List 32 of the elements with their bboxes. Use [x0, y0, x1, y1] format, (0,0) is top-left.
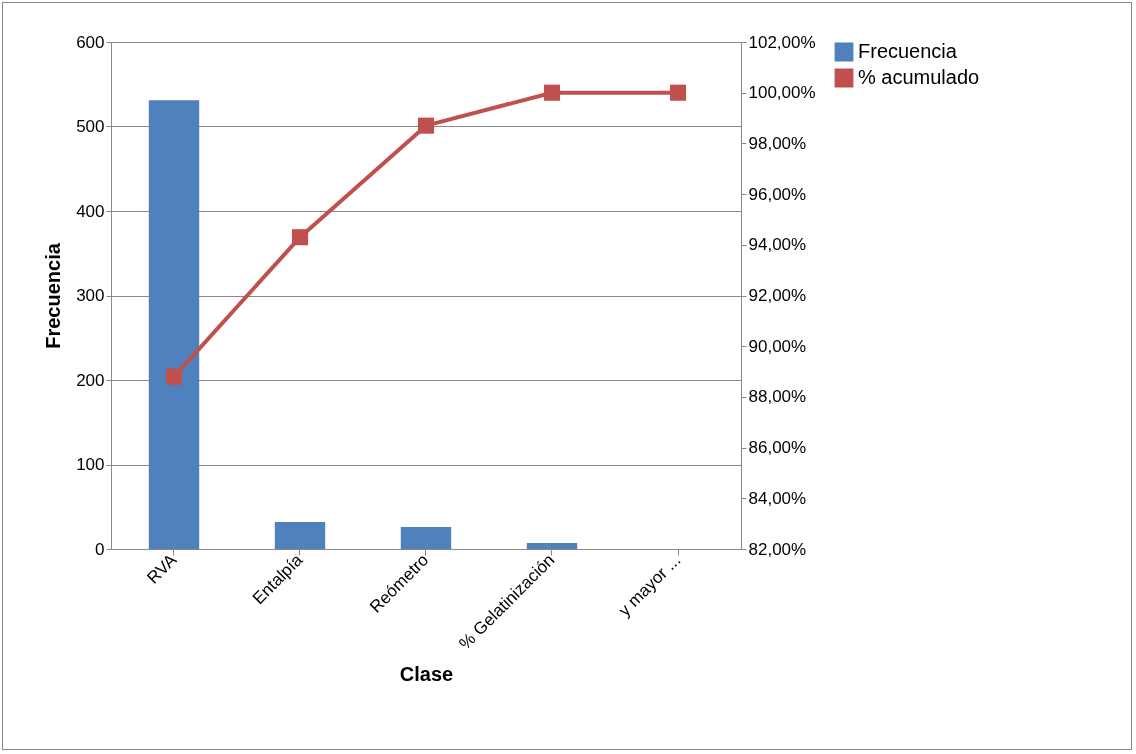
y2-tick-label: 90,00% — [748, 336, 807, 356]
y-tick-label: 100 — [76, 455, 105, 474]
y2-tick-label: 94,00% — [748, 235, 807, 255]
x-axis-title: Clase — [399, 662, 454, 685]
y-tick-label: 300 — [76, 286, 105, 305]
bar — [274, 521, 326, 549]
y2-tick-label: 84,00% — [748, 488, 807, 508]
point — [543, 84, 561, 101]
legend-label: % acumulado — [858, 66, 980, 88]
y2-tick-label: 102,00% — [748, 32, 816, 52]
bar — [400, 527, 452, 549]
y-tick-label: 500 — [76, 117, 105, 136]
point — [417, 117, 435, 134]
point — [669, 84, 687, 101]
y2-tick-label: 92,00% — [748, 286, 807, 305]
y-tick-label: 200 — [76, 370, 105, 390]
y2-tick-label: 86,00% — [748, 438, 807, 458]
y2-tick-label: 82,00% — [748, 539, 807, 559]
point — [291, 229, 309, 246]
y2-tick-label: 96,00% — [748, 184, 807, 204]
point — [165, 368, 183, 385]
y2-tick-label: 88,00% — [748, 387, 807, 407]
y-axis-title: Frecuencia — [42, 242, 65, 349]
bar — [526, 543, 578, 549]
y2-tick-label: 100,00% — [748, 83, 816, 103]
x-tick-label: RVA — [143, 549, 181, 588]
y2-tick-label: 98,00% — [748, 133, 807, 153]
y-tick-label: 600 — [76, 32, 105, 52]
y-tick-label: 400 — [76, 201, 105, 221]
bar — [148, 100, 200, 549]
legend-label: Frecuencia — [858, 40, 958, 62]
y-tick-label: 0 — [95, 539, 105, 559]
